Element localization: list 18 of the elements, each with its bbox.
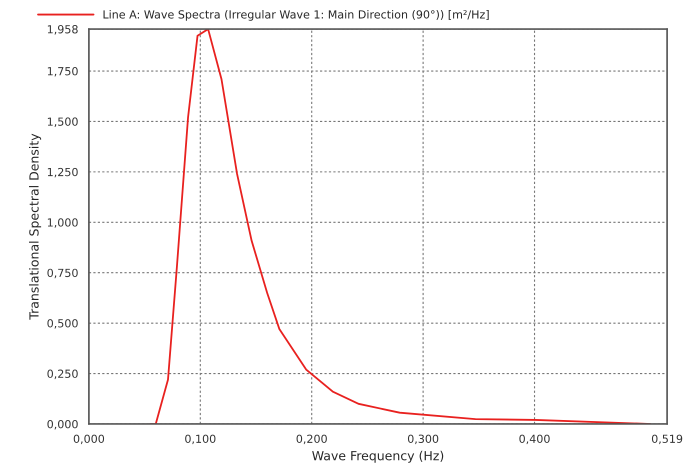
- y-tick-label: 1,500: [48, 117, 78, 127]
- x-axis-title: Wave Frequency (Hz): [312, 450, 444, 463]
- y-tick-label: 0,000: [47, 420, 78, 430]
- y-axis-title: Translational Spectral Density: [29, 134, 42, 320]
- y-tick-label: 1,750: [48, 67, 78, 77]
- x-tick-label: 0,519: [652, 434, 682, 444]
- x-tick-label: 0,300: [408, 434, 438, 444]
- y-tick-label: 0,250: [47, 370, 78, 380]
- x-tick-label: 0,400: [519, 434, 550, 444]
- y-tick-label: 1,250: [48, 168, 78, 178]
- y-tick-label: 0,750: [47, 268, 78, 278]
- x-tick-label: 0,200: [296, 434, 327, 444]
- y-tick-label: 0,500: [47, 319, 78, 329]
- text: Line A: Wave Spectra (Irregular Wave 1: Main Direction (90°)) [m²/Hz]: [104, 10, 489, 21]
- x-tick-label: 0,000: [74, 434, 104, 444]
- y-tick-label: 1,000: [48, 218, 78, 228]
- y-tick-label: 1,958: [48, 25, 78, 35]
- x-tick-label: 0,100: [185, 434, 216, 444]
